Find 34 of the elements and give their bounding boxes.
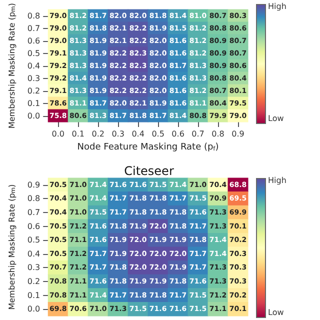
x-tick-label: 0.3 [112, 130, 124, 138]
y-tick-label: 0.1 [27, 290, 40, 300]
x-tick-label: 0.0 [52, 130, 64, 138]
y-tick-label: 0.6 [27, 222, 40, 231]
y-tick-label: 0.5 [27, 236, 40, 245]
text: High [268, 176, 286, 185]
y-tick-label: 0.1 [27, 98, 40, 108]
x-tick-label: 0.4 [132, 130, 144, 138]
y-tick-label: 0.7 [27, 208, 40, 217]
y-tick-label: 0.7 [27, 24, 40, 33]
y-tick-label: 0.9 [27, 180, 40, 190]
y-tick-label: 0.0 [27, 111, 40, 120]
text: Low [268, 114, 284, 123]
text: High [268, 2, 286, 11]
x-tick-label: 0.6 [172, 130, 184, 138]
y-tick-label: 0.4 [27, 61, 40, 70]
x-tick-label: 0.8 [212, 130, 224, 138]
y-tick-label: 0.4 [27, 249, 40, 258]
y-tick-label: 0.2 [27, 86, 40, 96]
text: Low [268, 308, 284, 317]
y-tick-label: 0.5 [27, 48, 40, 58]
y-tick-label: 0.6 [27, 36, 40, 46]
y-tick-label: 0.0 [27, 304, 40, 314]
x-tick-label: 0.5 [152, 130, 164, 138]
x-tick-label: 0.2 [92, 130, 104, 138]
y-tick-label: 0.8 [27, 194, 40, 204]
y-tick-label: 0.8 [27, 11, 40, 20]
chart-title: Citeseer [124, 164, 174, 178]
y-tick-label: 0.3 [27, 74, 40, 83]
x-tick-label: 0.9 [232, 130, 244, 138]
y-tick-label: 0.3 [27, 263, 40, 272]
x-tick-label: 0.1 [72, 130, 84, 138]
y-tick-label: 0.2 [27, 277, 40, 286]
x-tick-label: 0.7 [192, 130, 204, 138]
